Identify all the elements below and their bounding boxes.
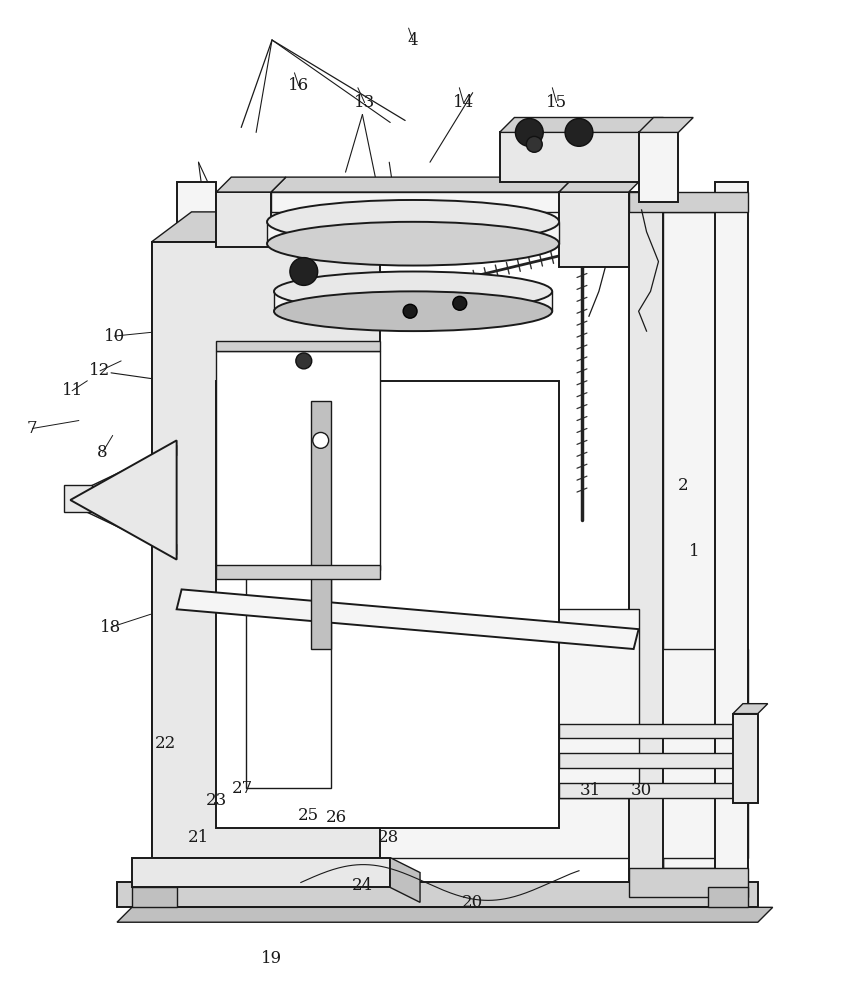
Polygon shape xyxy=(708,887,748,907)
Circle shape xyxy=(565,119,593,146)
Text: 14: 14 xyxy=(453,94,474,111)
Polygon shape xyxy=(65,485,92,512)
Polygon shape xyxy=(638,118,694,132)
Polygon shape xyxy=(733,714,758,803)
Polygon shape xyxy=(733,704,768,714)
Polygon shape xyxy=(216,351,380,570)
Circle shape xyxy=(516,119,543,146)
Circle shape xyxy=(526,136,542,152)
Polygon shape xyxy=(132,858,391,887)
Polygon shape xyxy=(151,242,380,858)
Polygon shape xyxy=(629,868,748,897)
Circle shape xyxy=(312,432,328,448)
Ellipse shape xyxy=(267,222,559,266)
Circle shape xyxy=(296,353,311,369)
Circle shape xyxy=(453,296,466,310)
Polygon shape xyxy=(559,753,748,768)
Polygon shape xyxy=(216,565,380,579)
Ellipse shape xyxy=(267,200,559,244)
Text: 27: 27 xyxy=(231,780,253,797)
Text: 4: 4 xyxy=(408,32,418,49)
Polygon shape xyxy=(216,381,559,828)
Polygon shape xyxy=(177,589,638,649)
Text: 21: 21 xyxy=(188,829,209,846)
Polygon shape xyxy=(71,500,177,555)
Text: 2: 2 xyxy=(678,477,688,494)
Text: 13: 13 xyxy=(354,94,375,111)
Polygon shape xyxy=(559,192,629,267)
Polygon shape xyxy=(117,907,773,922)
Polygon shape xyxy=(271,177,574,192)
Polygon shape xyxy=(246,391,331,788)
Text: 25: 25 xyxy=(298,807,319,824)
Polygon shape xyxy=(629,192,664,882)
Polygon shape xyxy=(311,401,331,649)
Text: 31: 31 xyxy=(580,782,601,799)
Polygon shape xyxy=(629,858,664,878)
Polygon shape xyxy=(559,724,748,738)
Polygon shape xyxy=(177,182,216,878)
Polygon shape xyxy=(216,341,380,351)
Polygon shape xyxy=(71,445,177,500)
Polygon shape xyxy=(117,882,758,907)
Text: 7: 7 xyxy=(27,420,37,437)
Polygon shape xyxy=(151,649,748,858)
Text: 26: 26 xyxy=(326,809,347,826)
Polygon shape xyxy=(216,192,271,247)
Text: 28: 28 xyxy=(378,829,399,846)
Text: 30: 30 xyxy=(631,782,652,799)
Text: 11: 11 xyxy=(61,382,83,399)
Polygon shape xyxy=(715,182,748,897)
Text: 18: 18 xyxy=(100,619,122,636)
Polygon shape xyxy=(500,132,648,182)
Text: 1: 1 xyxy=(689,543,700,560)
Circle shape xyxy=(223,482,299,558)
Text: 20: 20 xyxy=(461,894,483,911)
Polygon shape xyxy=(391,858,420,902)
Ellipse shape xyxy=(274,291,552,331)
Polygon shape xyxy=(151,242,177,878)
Circle shape xyxy=(403,304,417,318)
Polygon shape xyxy=(71,440,177,560)
Polygon shape xyxy=(559,177,643,192)
Polygon shape xyxy=(638,132,678,202)
Polygon shape xyxy=(216,177,286,192)
Polygon shape xyxy=(267,222,559,244)
Text: 12: 12 xyxy=(89,362,111,379)
Text: 8: 8 xyxy=(97,444,108,461)
Text: 23: 23 xyxy=(206,792,227,809)
Polygon shape xyxy=(216,202,340,242)
Text: 16: 16 xyxy=(288,77,309,94)
Text: 19: 19 xyxy=(261,950,283,967)
Polygon shape xyxy=(500,118,664,132)
Polygon shape xyxy=(271,192,559,212)
Polygon shape xyxy=(559,783,748,798)
Circle shape xyxy=(223,363,299,438)
Polygon shape xyxy=(648,118,664,182)
Polygon shape xyxy=(151,212,420,242)
Polygon shape xyxy=(274,291,552,311)
Ellipse shape xyxy=(274,272,552,311)
Text: 15: 15 xyxy=(546,94,567,111)
Polygon shape xyxy=(132,887,177,907)
Polygon shape xyxy=(664,212,715,868)
Text: 24: 24 xyxy=(351,877,373,894)
Circle shape xyxy=(290,258,317,285)
Text: 22: 22 xyxy=(155,735,175,752)
Polygon shape xyxy=(177,609,638,798)
Text: 10: 10 xyxy=(104,328,125,345)
Polygon shape xyxy=(629,192,748,212)
